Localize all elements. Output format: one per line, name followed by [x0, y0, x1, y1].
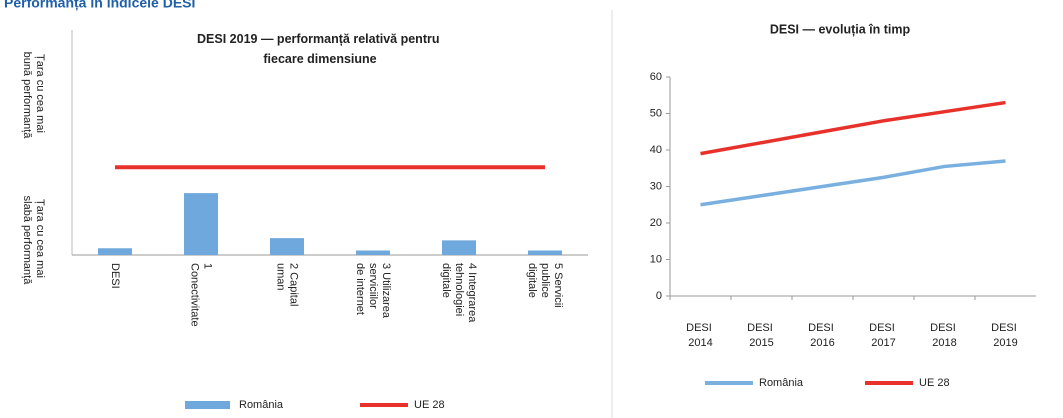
- y-tick-label: 60: [650, 71, 662, 83]
- x-tick-label: DESI 2019: [991, 322, 1020, 349]
- bar: [528, 250, 562, 255]
- x-tick-label: DESI: [109, 263, 121, 289]
- bar: [442, 240, 476, 255]
- x-tick-label: 4 Integrarea tehnologiei digitale: [440, 263, 478, 325]
- legend-swatch: [185, 401, 230, 409]
- y-tick-label: 10: [650, 253, 662, 265]
- y-tick-label: 20: [650, 217, 662, 229]
- bar: [270, 238, 304, 255]
- legend-label: UE 28: [414, 399, 445, 411]
- y-tick-label: 30: [650, 180, 662, 192]
- chart-title: DESI — evoluția în timp: [770, 22, 911, 36]
- line: [700, 159, 1006, 207]
- x-tick-label: DESI 2018: [930, 322, 959, 349]
- page-title: Performanța în indicele DESI: [4, 0, 195, 11]
- y-tick-label: 40: [650, 144, 662, 156]
- x-tick-label: DESI 2015: [747, 322, 776, 349]
- line: [700, 100, 1006, 156]
- x-tick-label: 1 Conectivitate: [189, 263, 214, 327]
- bar: [184, 193, 218, 255]
- y-tick-label: 0: [656, 290, 662, 302]
- x-tick-label: DESI 2017: [869, 322, 898, 349]
- y-label: Țara cu cea mai slabă performanță: [21, 196, 46, 286]
- legend-label: România: [239, 399, 284, 411]
- x-tick-label: 3 Utilizarea serviciilor de internet: [354, 263, 392, 321]
- x-tick-label: 5 Servicii publice digitale: [526, 263, 564, 311]
- bar: [356, 250, 390, 255]
- y-label: Țara cu cea mai bună performanță: [21, 52, 46, 140]
- x-tick-label: 2 Capital uman: [275, 263, 300, 309]
- x-tick-label: DESI 2014: [686, 322, 715, 349]
- chart-title: DESI 2019 — performanță relativă pentru …: [197, 32, 443, 66]
- legend-label: UE 28: [919, 377, 950, 389]
- legend-label: România: [759, 377, 804, 389]
- bar: [98, 248, 132, 255]
- x-tick-label: DESI 2016: [808, 322, 837, 349]
- y-tick-label: 50: [650, 107, 662, 119]
